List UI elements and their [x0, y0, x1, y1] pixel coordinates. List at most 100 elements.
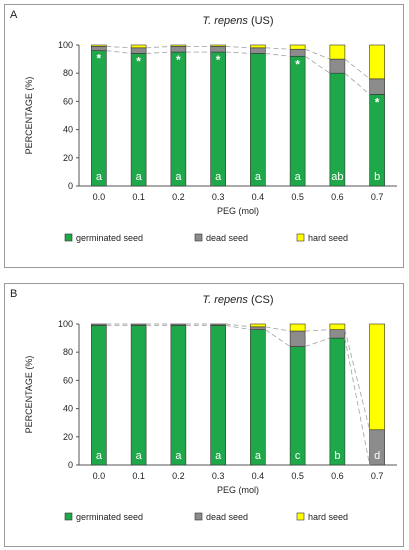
bar-segment-hard-seed — [369, 323, 385, 431]
x-tick-label: 0.2 — [172, 192, 185, 202]
significance-letter: b — [334, 450, 340, 462]
x-axis-label: PEG (mol) — [217, 485, 259, 495]
x-axis-label: PEG (mol) — [217, 206, 259, 216]
x-tick-label: 0.6 — [331, 471, 344, 481]
connector-line — [344, 72, 370, 95]
connector-line — [146, 51, 171, 54]
bar-segment-dead-seed — [91, 323, 107, 326]
bar-segment-dead-seed — [329, 329, 346, 339]
legend-label-dead-seed: dead seed — [206, 233, 248, 243]
bar-segment-dead-seed — [130, 323, 147, 326]
connector-line — [344, 338, 371, 466]
bar-segment-dead-seed — [289, 330, 306, 347]
connector-line — [225, 324, 251, 331]
bar-segment-dead-seed — [329, 58, 346, 74]
bar-segment-germinated-seed — [170, 325, 187, 466]
bar-segment-dead-seed — [210, 323, 226, 326]
x-tick-label: 0.5 — [291, 471, 304, 481]
significance-letter: a — [96, 171, 103, 183]
significance-letter: a — [255, 171, 262, 183]
significance-letter: a — [136, 171, 143, 183]
legend-swatch-dead-seed — [194, 233, 203, 242]
x-tick-label: 0.3 — [212, 471, 225, 481]
significance-letter: b — [374, 171, 380, 183]
legend-label-hard-seed: hard seed — [308, 233, 348, 243]
y-tick-label: 100 — [58, 319, 73, 329]
legend-swatch-dead-seed — [194, 512, 203, 521]
significance-asterisk: * — [176, 53, 181, 67]
chart-title: T. repens (US) — [202, 15, 273, 27]
significance-letter: d — [374, 450, 380, 462]
y-tick-label: 40 — [63, 404, 73, 414]
x-tick-label: 0.7 — [371, 192, 384, 202]
y-axis-label: PERCENTAGE (%) — [24, 356, 34, 434]
legend-swatch-germinated-seed — [64, 233, 73, 242]
bar-segment-hard-seed — [130, 44, 147, 49]
connector-line — [304, 48, 331, 60]
significance-letter: ab — [331, 171, 343, 183]
bar-segment-germinated-seed — [329, 72, 346, 187]
bar-segment-hard-seed — [329, 323, 346, 330]
chart-panel-a: A T. repens (US) 0 20 40 60 80 100 PERCENTAGE (%… — [4, 4, 404, 268]
bar-segment-dead-seed — [289, 48, 306, 57]
bar-segment-hard-seed — [210, 44, 226, 47]
bar-segment-germinated-seed — [91, 325, 107, 466]
bar-segment-germinated-seed — [289, 55, 306, 187]
title-species: T. repens — [202, 15, 248, 27]
y-tick-label: 80 — [63, 347, 73, 357]
significance-asterisk: * — [136, 54, 141, 68]
connector-line — [225, 45, 251, 49]
significance-letter: a — [255, 450, 262, 462]
y-tick-label: 80 — [63, 68, 73, 78]
bar-segment-hard-seed — [250, 323, 266, 328]
bar-segment-dead-seed — [250, 47, 266, 54]
legend-label-hard-seed: hard seed — [308, 512, 348, 522]
significance-letter: a — [215, 450, 222, 462]
bar-segment-dead-seed — [250, 326, 266, 330]
significance-asterisk: * — [375, 95, 380, 109]
connector-line — [265, 326, 291, 332]
bar-segment-dead-seed — [210, 46, 226, 53]
connector-line — [146, 45, 171, 49]
connector-line — [344, 329, 371, 430]
title-species: T. repens — [202, 294, 248, 306]
connector-line — [265, 53, 291, 57]
y-tick-label: 60 — [63, 96, 73, 106]
x-tick-label: 0.6 — [331, 192, 344, 202]
connector-line — [304, 337, 331, 347]
legend-label-germinated-seed: germinated seed — [76, 233, 143, 243]
y-tick-label: 100 — [58, 40, 73, 50]
x-tick-label: 0.1 — [132, 192, 145, 202]
x-tick-label: 0.2 — [172, 471, 185, 481]
x-tick-label: 0.4 — [252, 192, 265, 202]
connector-line — [225, 51, 251, 54]
connector-line — [225, 323, 251, 328]
bar-segment-germinated-seed — [130, 325, 147, 466]
y-tick-label: 20 — [63, 432, 73, 442]
title-suffix: (CS) — [248, 294, 274, 306]
x-tick-label: 0.0 — [93, 471, 106, 481]
title-suffix: (US) — [248, 15, 274, 27]
bar-segment-hard-seed — [369, 44, 385, 80]
y-tick-label: 40 — [63, 125, 73, 135]
bar-segment-dead-seed — [369, 78, 385, 95]
y-tick-label: 0 — [68, 181, 73, 191]
bar-segment-germinated-seed — [130, 53, 147, 187]
legend-label-dead-seed: dead seed — [206, 512, 248, 522]
legend-swatch-hard-seed — [296, 512, 305, 521]
x-tick-label: 0.0 — [93, 192, 106, 202]
connector-line — [304, 55, 331, 74]
y-tick-label: 0 — [68, 460, 73, 470]
x-tick-label: 0.4 — [252, 471, 265, 481]
significance-letter: a — [295, 171, 302, 183]
y-tick-label: 60 — [63, 375, 73, 385]
connector-line — [305, 329, 330, 332]
bar-segment-hard-seed — [250, 44, 266, 49]
bar-segment-dead-seed — [91, 46, 107, 51]
panel-letter: A — [10, 9, 18, 21]
bar-segment-dead-seed — [130, 47, 147, 54]
stacked-bar-chart-a: A T. repens (US) 0 20 40 60 80 100 PERCENTAGE (%… — [10, 9, 397, 243]
connector-line — [106, 50, 132, 54]
stacked-bar-chart-b: B T. repens (CS) 0 20 40 60 80 100 PERCENTAGE (%… — [10, 288, 397, 522]
panel-letter: B — [10, 288, 17, 300]
